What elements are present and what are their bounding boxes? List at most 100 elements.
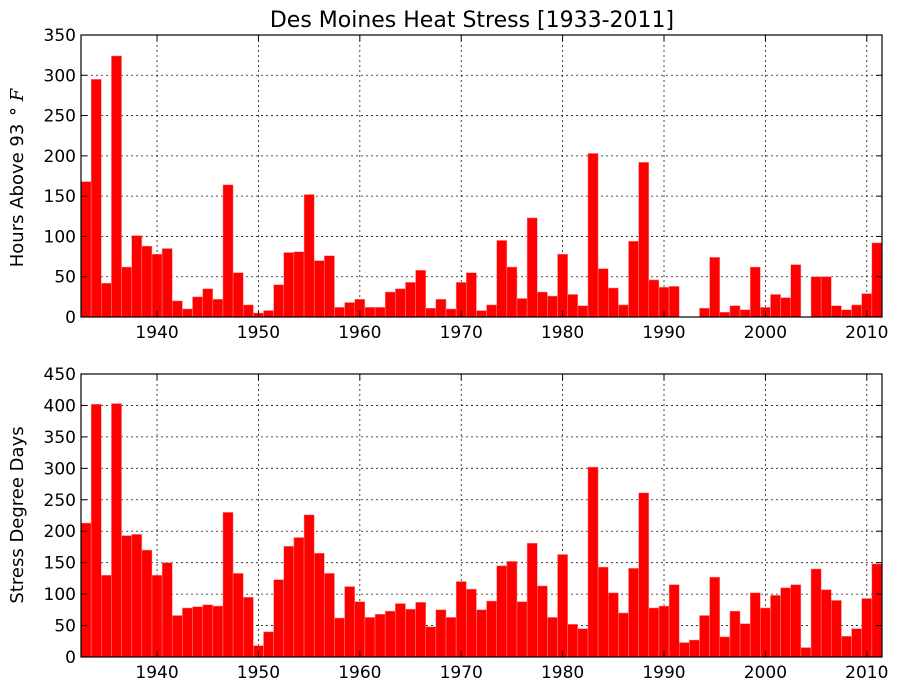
hours-bar-1934	[90, 79, 102, 318]
hours-bar-2008	[841, 309, 852, 318]
hours-bar-1965	[405, 282, 416, 318]
sdd-xtick-label-2010: 2010	[845, 663, 888, 683]
hours-bar-1984	[597, 268, 609, 318]
hours-bar-1999	[749, 266, 761, 318]
hours-bar-1964	[395, 288, 406, 318]
hours-ytick-label-50: 50	[54, 268, 76, 288]
hours-bar-1967	[425, 307, 437, 318]
hours-bar-1948	[232, 272, 244, 318]
sdd-ytick-label-250: 250	[44, 491, 76, 511]
sdd-bar-1944	[192, 606, 203, 658]
hours-bar-1988	[638, 162, 650, 318]
sdd-bar-1947	[222, 512, 234, 658]
sdd-bar-1982	[577, 628, 589, 658]
hours-bar-2002	[780, 297, 791, 318]
sdd-bar-1949	[242, 597, 254, 658]
sdd-ytick-label-400: 400	[44, 396, 76, 416]
hours-bar-1997	[729, 305, 741, 318]
hours-bar-1973	[486, 304, 497, 318]
sdd-bar-1996	[719, 636, 731, 658]
hours-bar-1991	[668, 286, 680, 318]
hours-bar-1980	[557, 253, 568, 318]
hours-bar-2001	[770, 294, 781, 318]
sdd-bar-1991	[668, 584, 680, 658]
hours-bar-1963	[384, 291, 396, 318]
hours-x-axis: 1940 1950 1960 1970 1980 1990 2000 2010	[135, 35, 888, 343]
sdd-bar-1964	[395, 603, 406, 658]
hours-xtick-label-2000: 2000	[744, 323, 787, 343]
sdd-bar-1975	[506, 561, 518, 658]
hours-y-axis-label: Hours Above 93 ° F	[7, 87, 28, 267]
hours-bar-1946	[212, 299, 224, 318]
sdd-bar-2005	[810, 568, 822, 658]
sdd-bar-1989	[648, 607, 660, 658]
sdd-bar-2007	[831, 600, 842, 658]
hours-bar-1987	[628, 241, 639, 318]
sdd-ytick-label-0: 0	[65, 648, 76, 668]
hours-xtick-label-1970: 1970	[440, 323, 483, 343]
sdd-bar-2006	[820, 589, 832, 658]
sdd-bar-2010	[861, 598, 873, 658]
hours-xtick-label-1980: 1980	[541, 323, 584, 343]
sdd-bars	[80, 403, 883, 658]
sdd-bar-1939	[141, 549, 153, 658]
sdd-bar-1984	[597, 566, 609, 658]
hours-y-axis: 0 50 100 150 200 250 300 350	[44, 26, 882, 328]
sdd-plot-frame	[80, 373, 883, 658]
hours-bar-1935	[101, 282, 112, 318]
sdd-ytick-label-300: 300	[44, 459, 76, 479]
hours-bar-1969	[445, 308, 457, 318]
sdd-bar-1970	[455, 581, 467, 658]
hours-bar-1971	[466, 272, 477, 318]
sdd-bar-1972	[476, 609, 487, 658]
hours-bar-1985	[607, 287, 619, 318]
hours-xtick-label-1950: 1950	[237, 323, 280, 343]
hours-bar-1942	[172, 300, 183, 318]
sdd-bar-2008	[841, 636, 852, 658]
sdd-xtick-label-1980: 1980	[541, 663, 584, 683]
sdd-bar-1973	[486, 600, 497, 658]
sdd-bar-1986	[618, 612, 629, 658]
sdd-bar-2001	[770, 595, 781, 658]
hours-bar-2007	[831, 305, 842, 318]
hours-xtick-label-1990: 1990	[642, 323, 685, 343]
sdd-bar-1993	[689, 639, 700, 658]
hours-bar-1938	[131, 235, 143, 318]
sdd-bar-1988	[638, 492, 650, 658]
hours-bar-1951	[263, 310, 274, 318]
sdd-bar-2004	[800, 647, 812, 658]
hours-bar-1978	[537, 291, 548, 318]
hours-bar-1979	[547, 295, 558, 318]
sdd-bar-1995	[709, 576, 721, 658]
hours-bar-1972	[476, 310, 487, 318]
sdd-bar-1990	[658, 605, 670, 658]
sdd-ytick-label-100: 100	[44, 585, 76, 605]
hours-bar-2009	[851, 304, 862, 318]
hours-ytick-label-350: 350	[44, 26, 76, 46]
hours-above-93-panel: 1940 1950 1960 1970 1980 1990 2000 2010 0 50 100 1…	[7, 26, 888, 343]
sdd-bar-1933	[80, 522, 92, 658]
sdd-bar-1999	[749, 592, 761, 658]
hours-ytick-label-100: 100	[44, 227, 76, 247]
stress-degree-days-panel: 1940 1950 1960 1970 1980 1990 2000 2010 0 50 100 1…	[7, 365, 888, 683]
sdd-bar-2002	[780, 587, 791, 658]
sdd-bar-1971	[466, 588, 477, 658]
sdd-bar-2000	[760, 607, 771, 658]
sdd-xtick-label-1950: 1950	[237, 663, 280, 683]
hours-bar-1961	[364, 307, 376, 318]
sdd-xtick-label-1990: 1990	[642, 663, 685, 683]
sdd-y-axis: 0 50 100 150 200 250 300 350 400 450	[44, 365, 882, 668]
hours-bar-1940	[151, 253, 163, 318]
hours-bar-1933	[80, 181, 92, 318]
hours-bar-1977	[526, 217, 538, 318]
hours-bar-1983	[587, 153, 599, 318]
sdd-bar-2011	[871, 563, 883, 658]
sdd-bar-1981	[567, 624, 579, 658]
sdd-bar-1954	[293, 537, 305, 658]
hours-bar-1937	[121, 266, 132, 318]
sdd-bar-1943	[182, 607, 193, 658]
sdd-xtick-label-1940: 1940	[135, 663, 178, 683]
sdd-bar-1985	[607, 592, 619, 658]
sdd-bar-1945	[202, 604, 214, 658]
hours-bar-1954	[293, 251, 305, 318]
